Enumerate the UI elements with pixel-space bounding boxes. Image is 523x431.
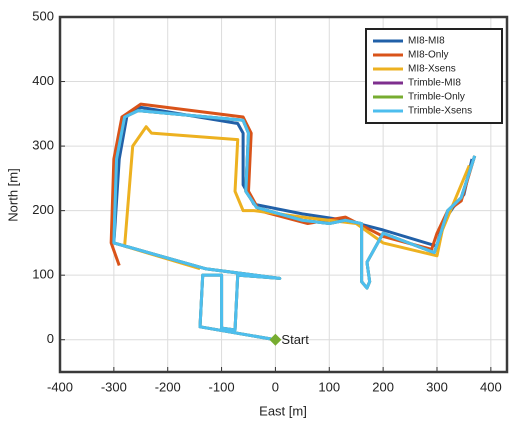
- x-tick-label: 200: [372, 379, 394, 394]
- legend-label: Trimble-Only: [408, 92, 465, 103]
- legend-box: [365, 28, 503, 124]
- legend-label: MI8-Only: [408, 50, 449, 61]
- trajectory-line: [112, 109, 477, 342]
- x-tick-label: -400: [47, 379, 73, 394]
- x-tick-label: -300: [101, 379, 127, 394]
- legend-label: MI8-Xsens: [408, 64, 456, 75]
- y-tick-label: 500: [32, 8, 54, 23]
- y-tick-label: 200: [32, 202, 54, 217]
- legend-label: Trimble-Xsens: [408, 106, 472, 117]
- start-marker: [269, 333, 282, 346]
- y-axis-label: North [m]: [5, 168, 20, 221]
- start-label: Start: [281, 332, 309, 347]
- plot-border: [58, 15, 509, 374]
- x-tick-label: 300: [426, 379, 448, 394]
- legend-label: MI8-MI8: [408, 36, 445, 47]
- x-tick-label: 400: [480, 379, 502, 394]
- legend-label: Trimble-MI8: [408, 78, 461, 89]
- x-tick-label: 100: [318, 379, 340, 394]
- trajectory-line: [123, 125, 471, 271]
- y-tick-label: 0: [47, 331, 54, 346]
- x-axis-label: East [m]: [259, 403, 307, 418]
- x-tick-label: 0: [272, 379, 279, 394]
- x-tick-label: -200: [155, 379, 181, 394]
- y-tick-label: 300: [32, 138, 54, 153]
- y-tick-label: 100: [32, 267, 54, 282]
- y-tick-label: 400: [32, 73, 54, 88]
- x-tick-label: -100: [209, 379, 235, 394]
